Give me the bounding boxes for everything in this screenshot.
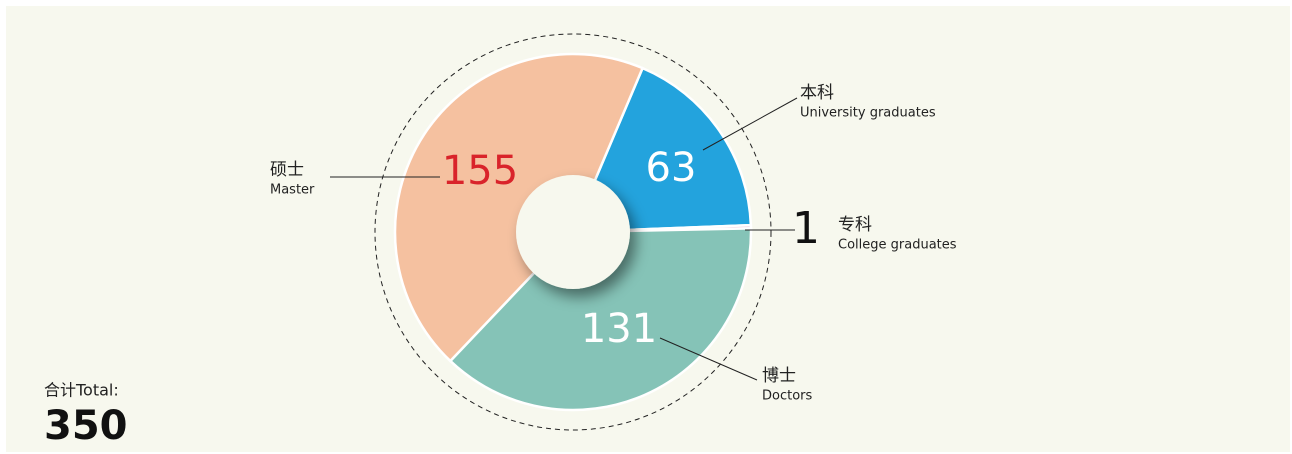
- category-subtitle: Master: [270, 183, 315, 198]
- leader-line: [659, 337, 758, 381]
- value-label: 63: [646, 145, 697, 191]
- labels: 63 本科 University graduates 1 专科 College gradu…: [270, 83, 957, 404]
- value-label: 131: [581, 306, 657, 352]
- slice: [393, 52, 645, 363]
- category-label: 硕士: [270, 160, 304, 180]
- value-label: 155: [442, 148, 518, 194]
- category-label: 专科: [838, 215, 872, 235]
- slice: [571, 66, 753, 234]
- category-subtitle: Doctors: [762, 389, 813, 404]
- dashed-ring: [374, 33, 772, 431]
- slices: [393, 52, 753, 412]
- donut-hole: [516, 175, 630, 289]
- category-subtitle: University graduates: [800, 106, 936, 121]
- category-subtitle: College graduates: [838, 238, 957, 253]
- category-label: 博士: [762, 366, 796, 386]
- slice: [448, 227, 753, 412]
- total-value: 350: [44, 403, 128, 449]
- category-label: 本科: [800, 83, 834, 103]
- total-label: 合计Total:: [44, 381, 119, 400]
- leader-line: [702, 97, 798, 151]
- value-label: 1: [792, 203, 820, 254]
